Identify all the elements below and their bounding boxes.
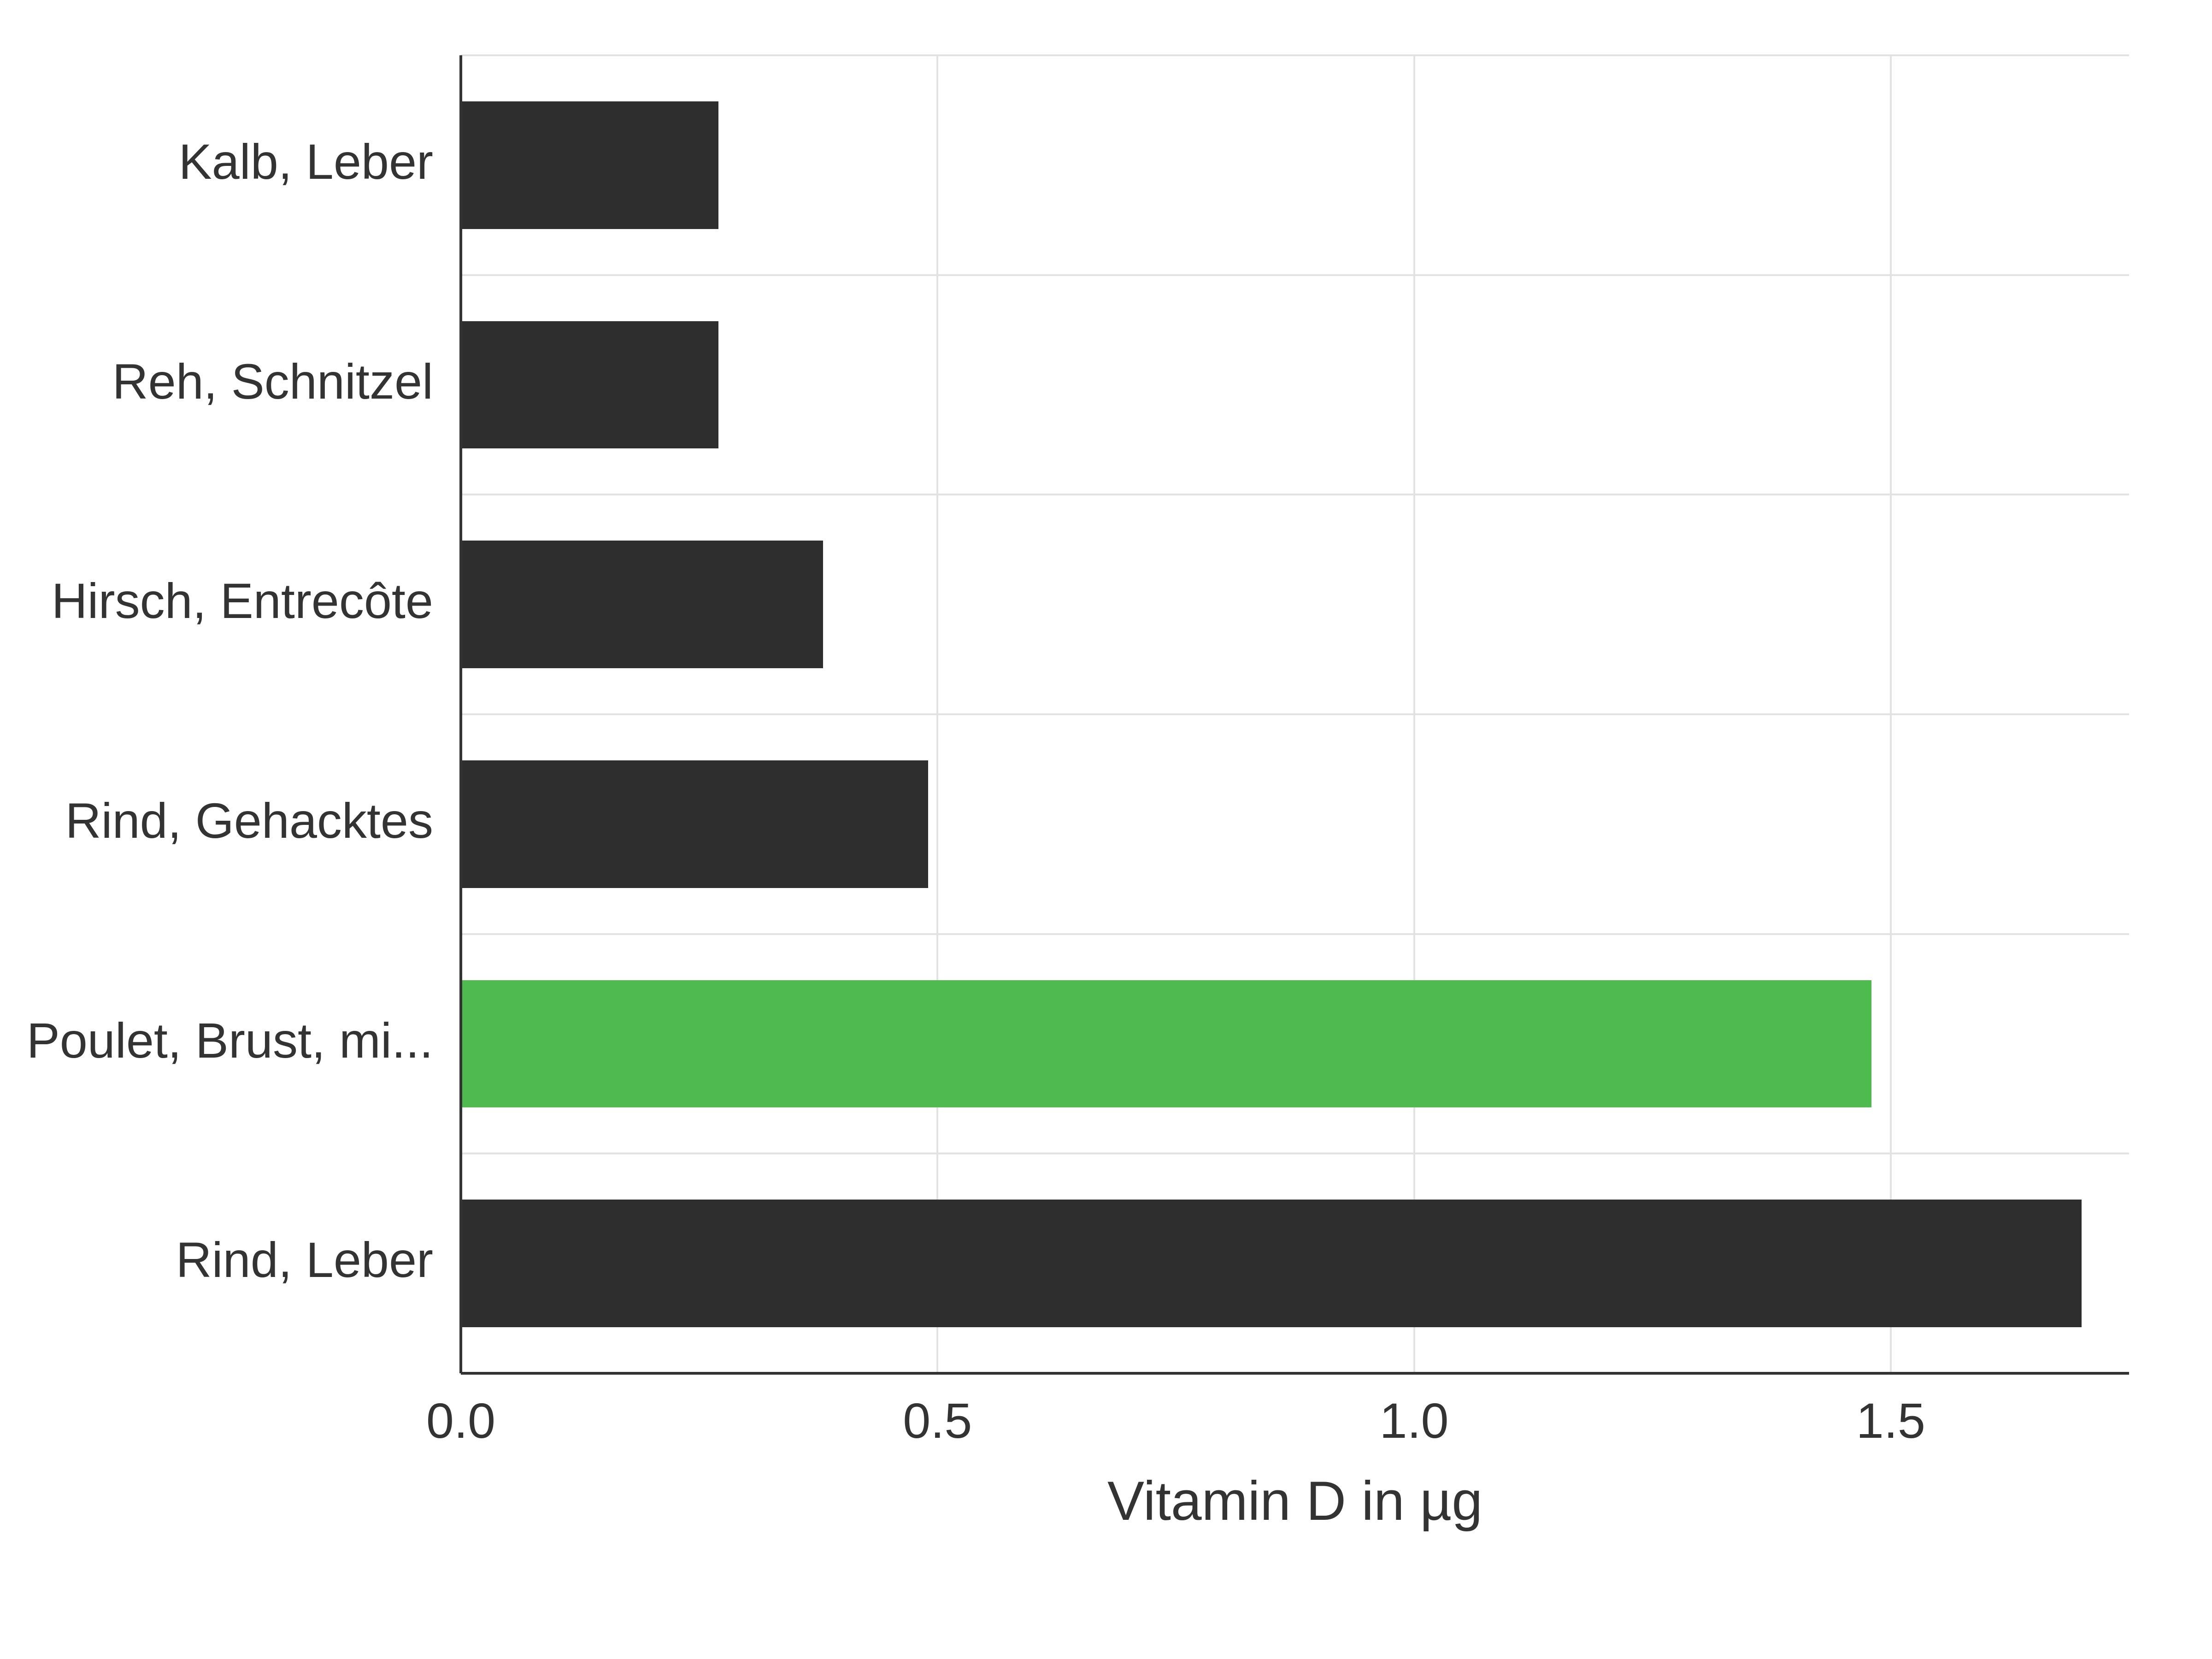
grid-horizontal: [461, 713, 2129, 715]
bar: [461, 541, 823, 668]
y-tick-label: Reh, Schnitzel: [112, 353, 433, 410]
y-tick-label: Hirsch, Entrecôte: [52, 572, 433, 629]
y-tick-label: Kalb, Leber: [179, 133, 433, 190]
x-tick-label: 0.5: [868, 1392, 1006, 1449]
y-axis-line: [459, 55, 462, 1373]
bar: [461, 1200, 2082, 1327]
x-tick-label: 1.0: [1345, 1392, 1483, 1449]
x-tick-label: 1.5: [1822, 1392, 1960, 1449]
y-tick-label: Poulet, Brust, mi...: [27, 1012, 433, 1069]
bar: [461, 980, 1871, 1107]
vitamin-d-bar-chart: Kalb, Leber Reh, Schnitzel Hirsch, Entrecô…: [0, 0, 2212, 1659]
bar: [461, 101, 718, 229]
bar: [461, 760, 928, 888]
x-tick-label: 0.0: [392, 1392, 530, 1449]
grid-horizontal: [461, 54, 2129, 56]
grid-horizontal: [461, 1153, 2129, 1154]
grid-horizontal: [461, 274, 2129, 276]
grid-horizontal: [461, 494, 2129, 495]
y-tick-label: Rind, Gehacktes: [65, 792, 433, 849]
grid-horizontal: [461, 933, 2129, 935]
x-axis-line: [461, 1372, 2129, 1375]
x-axis-title: Vitamin D in µg: [461, 1469, 2129, 1533]
y-tick-label: Rind, Leber: [176, 1231, 433, 1288]
bar: [461, 321, 718, 448]
